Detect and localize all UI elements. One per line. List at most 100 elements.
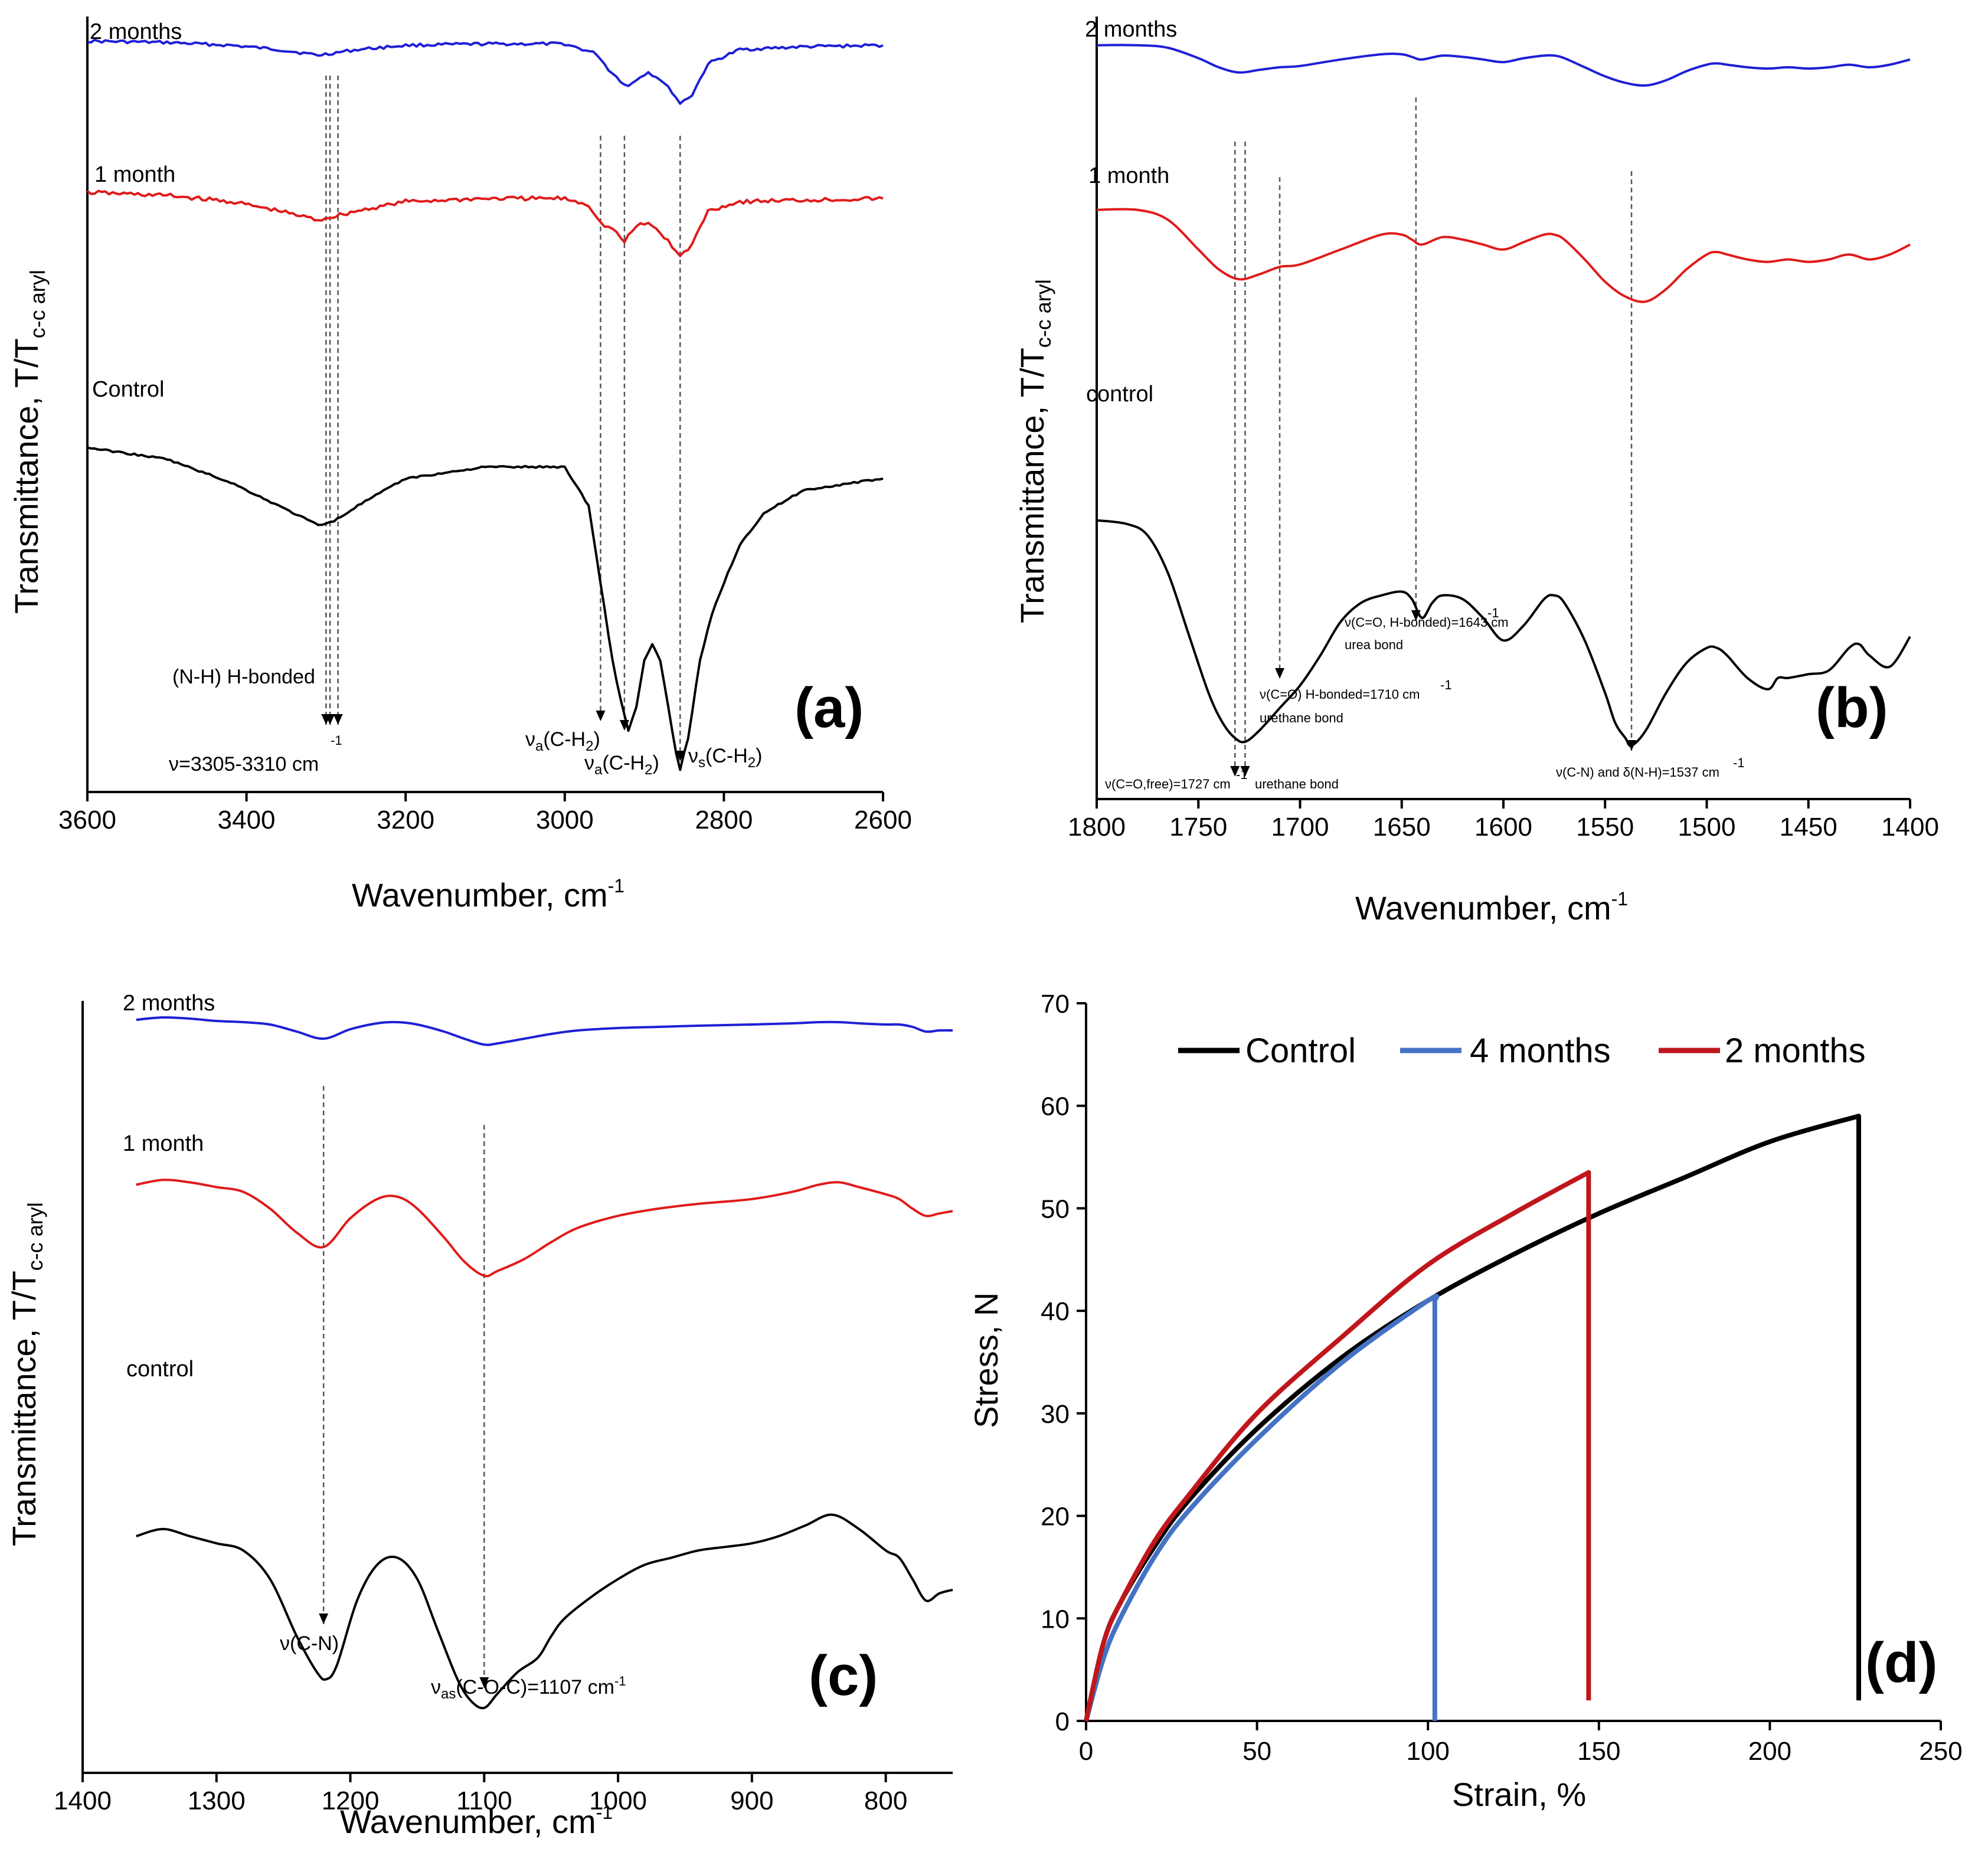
- panel-b-ylabel: Transmittance, T/Tc-c aryl: [1013, 279, 1055, 623]
- panel-a-guide-arrow: [675, 751, 685, 761]
- panel-d-xtick-label: 0: [1079, 1737, 1093, 1766]
- panel-b-axis-frame: [1096, 17, 1910, 800]
- panel-a-annotation-ch2-s: νs(C-H2): [688, 745, 762, 771]
- panel-b-xtick-label: 1700: [1271, 813, 1329, 842]
- legend-label-4-months: 4 months: [1470, 1032, 1611, 1070]
- panel-a-xtick-label: 3000: [536, 806, 594, 834]
- panel-b-label: (b): [1816, 676, 1888, 739]
- panel-b: 1800 1750 1700 1650 1600 1550 1500 1450 1400 2 m…: [1013, 17, 1939, 927]
- panel-c-xtick-label: 1000: [589, 1786, 647, 1815]
- panel-c: 1400 1300 1200 1100 1000 900 800 2 months 1 mo…: [5, 991, 953, 1840]
- panel-c-annotation-coc: νas(C-O-C)=1107 cm-1: [431, 1674, 626, 1702]
- panel-b-xtick-label: 1400: [1881, 813, 1939, 842]
- panel-a-xtick-label: 3600: [58, 806, 116, 834]
- panel-b-annotation-urea-sup: -1: [1487, 606, 1499, 620]
- panel-c-ylabel: Transmittance, T/Tc-c aryl: [5, 1202, 47, 1546]
- panel-b-xtick-label: 1650: [1373, 813, 1431, 842]
- panel-a-annotation-nh: (N-H) H-bonded: [172, 666, 315, 688]
- panel-c-xtick-label: 1400: [54, 1786, 112, 1815]
- panel-b-xtick-label: 1800: [1068, 813, 1126, 842]
- legend-label-control: Control: [1245, 1032, 1356, 1070]
- panel-d: 0 50 100 150 200 250 0 10 20 30 40 50 60 70 Control 4…: [967, 990, 1963, 1813]
- panel-b-guide-arrow: [1240, 766, 1250, 777]
- panel-c-series-2-months: [136, 1016, 953, 1046]
- panel-d-ytick-label: 30: [1041, 1400, 1070, 1429]
- panel-a-annotation-ch2-a: νa(C-H2): [525, 728, 600, 754]
- panel-d-ytick-label: 50: [1041, 1194, 1070, 1223]
- panel-b-xtick-label: 1450: [1780, 813, 1837, 842]
- panel-b-series-label-1: 1 month: [1088, 163, 1169, 188]
- panel-a-annotation-ch2-b: νa(C-H2): [584, 752, 659, 778]
- panel-b-annotation-urea: ν(C=O, H-bonded)=1643 cm: [1345, 615, 1509, 630]
- panel-a-annotation-nu-range: ν=3305-3310 cm: [169, 753, 319, 775]
- panel-d-legend: Control 4 months 2 months: [1178, 1032, 1866, 1070]
- panel-c-xtick-label: 900: [730, 1786, 773, 1815]
- panel-c-series-label-1: 1 month: [123, 1131, 204, 1156]
- panel-d-xtick-label: 50: [1242, 1737, 1271, 1766]
- panel-d-ylabel: Stress, N: [967, 1292, 1005, 1428]
- panel-d-xlabel: Strain, %: [1452, 1776, 1586, 1813]
- panel-a-series-label-2: 2 months: [90, 19, 182, 44]
- panel-b-annotation-free-bond: urethane bond: [1255, 777, 1339, 791]
- panel-a-label: (a): [794, 676, 864, 739]
- panel-d-series-control: [1084, 1114, 1861, 1721]
- panel-b-series-label-0: control: [1086, 382, 1153, 407]
- panel-b-guide-arrow: [1230, 766, 1240, 777]
- panel-b-series-label-2: 2 months: [1085, 17, 1177, 42]
- panel-a-series-1-month: [86, 189, 884, 257]
- panel-a-guide-arrow: [333, 714, 343, 725]
- panel-d-label: (d): [1865, 1631, 1938, 1694]
- panel-b-guide-arrow: [1275, 668, 1285, 679]
- panel-d-ytick-label: 10: [1041, 1605, 1070, 1634]
- panel-a-guide-arrow: [596, 711, 606, 721]
- panel-d-ytick-label: 60: [1041, 1092, 1070, 1121]
- panel-a-series-label-1: 1 month: [94, 162, 175, 187]
- panel-d-xtick-label: 250: [1919, 1737, 1962, 1766]
- panel-d-series-2-months: [1084, 1170, 1591, 1721]
- panel-b-annotation-hbond-bond: urethane bond: [1260, 711, 1343, 725]
- panel-d-xtick-label: 200: [1748, 1737, 1791, 1766]
- panel-c-series-label-2: 2 months: [123, 991, 215, 1016]
- panel-b-annotation-hbond: ν(C=O) H-bonded=1710 cm: [1260, 687, 1420, 702]
- panel-b-xtick-label: 1500: [1678, 813, 1736, 842]
- panel-a-guide-arrow: [325, 714, 335, 725]
- panel-c-annotation-cn: ν(C-N): [280, 1632, 339, 1655]
- panel-b-series-1-month: [1096, 208, 1911, 303]
- panel-c-xtick-label: 1100: [456, 1786, 512, 1815]
- panel-d-ytick-label: 20: [1041, 1503, 1070, 1531]
- panel-d-xtick-label: 100: [1406, 1737, 1449, 1766]
- panel-b-series-2-months: [1096, 44, 1911, 87]
- panel-d-ytick-label: 0: [1055, 1707, 1070, 1736]
- panel-b-annotation-free: ν(C=O,free)=1727 cm: [1105, 777, 1231, 791]
- panel-a-xlabel: Wavenumber, cm-1: [352, 875, 624, 914]
- panel-b-xlabel: Wavenumber, cm-1: [1355, 888, 1628, 927]
- panel-a-xtick-label: 2800: [695, 806, 753, 834]
- panel-c-xtick-label: 1200: [322, 1786, 380, 1815]
- panel-c-xlabel: Wavenumber, cm-1: [340, 1802, 613, 1840]
- panel-d-series-4-months: [1084, 1294, 1439, 1722]
- panel-d-ytick-label: 40: [1041, 1297, 1070, 1326]
- panel-a-xtick-label: 3200: [377, 806, 434, 834]
- panel-c-guide-arrow: [479, 1677, 489, 1688]
- panel-a-series-2-months: [87, 38, 884, 105]
- panel-b-series-control: [1096, 519, 1911, 747]
- panel-d-ytick-label: 70: [1041, 990, 1070, 1019]
- panel-c-xtick-label: 800: [864, 1786, 907, 1815]
- panel-c-series-control: [136, 1513, 953, 1710]
- panel-a-xtick-label: 2600: [854, 806, 912, 834]
- panel-d-xtick-label: 150: [1577, 1737, 1620, 1766]
- panel-b-annotation-cn-sup: -1: [1733, 755, 1745, 770]
- panel-a-annotation-nu-range-sup: -1: [331, 733, 342, 748]
- panel-b-annotation-urea-bond: urea bond: [1345, 637, 1403, 652]
- panel-b-annotation-cn: ν(C-N) and δ(N-H)=1537 cm: [1556, 765, 1719, 780]
- panel-d-axis-frame: [1085, 1003, 1941, 1722]
- panel-b-annotation-free-sup: -1: [1236, 767, 1248, 782]
- panel-b-xtick-label: 1550: [1576, 813, 1634, 842]
- panel-c-series-label-0: control: [126, 1357, 194, 1382]
- panel-b-xtick-label: 1600: [1474, 813, 1532, 842]
- panel-c-label: (c): [809, 1644, 878, 1707]
- panel-a-ylabel: Transmittance, T/Tc-c aryl: [8, 270, 50, 614]
- legend-label-2-months: 2 months: [1725, 1032, 1866, 1070]
- panel-a: 3600 3400 3200 3000 2800 2600 2 months 1 mont…: [8, 17, 912, 914]
